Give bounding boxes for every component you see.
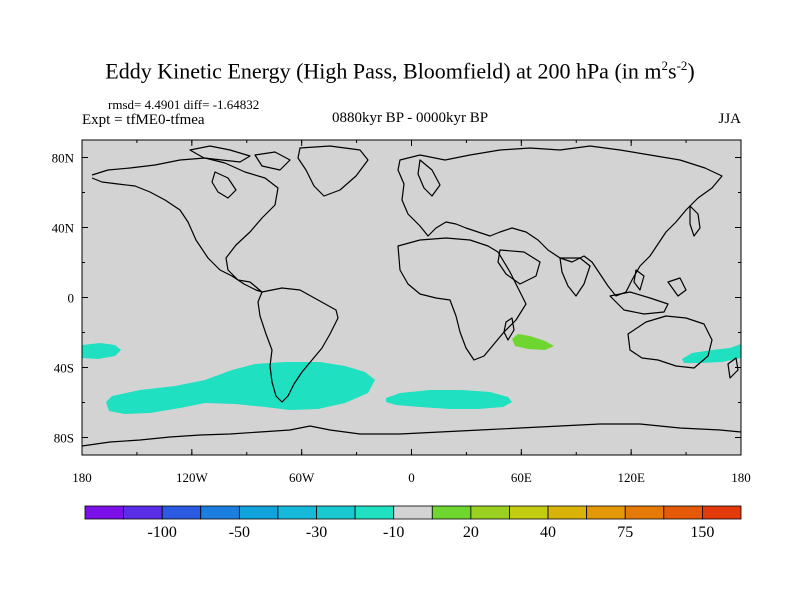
coastline-arctic-islands [189,145,291,171]
colorbar-box [663,505,703,520]
lon-label: 180 [731,470,751,485]
colorbar-label: -50 [229,524,250,541]
coastline-greenland [297,145,369,197]
lat-label: 40N [52,221,75,236]
colorbar-label: -100 [148,524,177,541]
coastline-southeast-asia-islands [609,269,687,315]
colorbar-box [123,505,163,520]
longitude-labels: 180 120W 60W 0 60E 120E 180 [72,470,751,485]
colorbar-labels: -100 -50 -30 -10 20 40 75 150 [148,524,715,541]
axis-ticks [81,140,742,455]
plot-title: Eddy Kinetic Energy (High Pass, Bloomfie… [105,58,695,84]
coastline-arabia [497,249,541,285]
colorbar-label: 40 [540,524,556,541]
anomaly-patch-neg10-west-pacific [682,344,741,363]
lon-label: 60W [289,470,315,485]
lon-label: 60E [511,470,532,485]
anomaly-patch-neg10-south-pacific-atlantic [106,362,375,414]
coastline-japan [689,205,701,237]
colorbar-box [702,505,742,520]
coastline-scandinavia [417,159,441,197]
lat-label: 80S [54,431,74,446]
coastline-madagascar [503,317,515,341]
season-label: JJA [718,111,741,127]
colorbar-box [509,505,549,520]
colorbar-box [316,505,356,520]
colorbar-box [277,505,317,520]
lon-label: 180 [72,470,92,485]
colorbar-box [354,505,395,520]
time-period-subtitle: 0880kyr BP - 0000kyr BP [331,110,489,126]
rmsd-diff-stats: rmsd= 4.4901 diff= -1.64832 [108,97,260,112]
experiment-label: Expt = tfME0-tfmea [82,112,205,128]
anomaly-patches [82,334,741,414]
colorbar-label: -10 [383,524,404,541]
colorbar-box [238,505,279,520]
coastline-india [559,257,591,297]
coastlines [81,145,742,447]
coastline-antarctica [81,423,742,447]
lat-label: 80N [52,151,75,166]
colorbar-label: 150 [690,524,714,541]
coastline-south-america [257,287,339,403]
colorbar-box [84,505,124,520]
lat-label: 0 [68,291,75,306]
anomaly-patch-neg10-east-pacific [82,343,121,359]
lat-label: 40S [54,361,74,376]
colorbar-box [431,505,472,520]
colorbar [84,505,742,520]
lon-label: 120E [617,470,645,485]
coastline-eurasia [397,145,723,297]
colorbar-box [624,505,665,520]
anomaly-patch-neg10-south-indian [386,390,512,409]
coastline-africa [397,237,527,361]
colorbar-box [161,505,202,520]
coastline-australia [627,315,713,369]
colorbar-box [470,505,510,520]
colorbar-box [586,505,626,520]
colorbar-box [200,505,240,520]
colorbar-box [393,505,433,520]
lon-label: 120W [176,470,209,485]
colorbar-label: 20 [463,524,479,541]
colorbar-label: 75 [617,524,633,541]
colorbar-label: -30 [306,524,327,541]
latitude-labels: 80N 40N 0 40S 80S [52,151,75,446]
lon-label: 0 [408,470,415,485]
coastline-hudson-bay [211,171,237,199]
anomaly-patch-pos20-madagascar [512,334,554,350]
colorbar-box [547,505,588,520]
coastline-north-america [91,157,279,293]
coastline-new-zealand [727,357,739,379]
